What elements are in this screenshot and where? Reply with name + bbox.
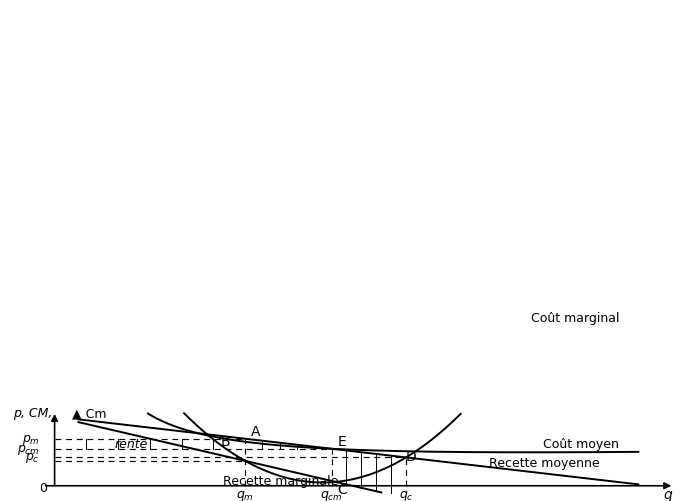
Text: Coût moyen: Coût moyen [543, 437, 619, 450]
Text: $q_m$: $q_m$ [236, 488, 254, 501]
Text: $p_c$: $p_c$ [25, 450, 40, 464]
Text: Coût marginal: Coût marginal [531, 312, 620, 325]
Text: Recette marginale: Recette marginale [223, 474, 339, 487]
Text: rente: rente [114, 437, 148, 450]
Text: 0: 0 [38, 481, 47, 494]
Text: $q_c$: $q_c$ [398, 488, 414, 501]
Text: $q_{cm}$: $q_{cm}$ [320, 488, 343, 501]
Text: $p_m$: $p_m$ [22, 432, 40, 446]
Text: ▲ Cm: ▲ Cm [72, 406, 107, 419]
Text: Recette moyenne: Recette moyenne [489, 456, 600, 469]
Text: E: E [337, 434, 346, 448]
Text: D: D [406, 449, 417, 463]
Text: q: q [664, 487, 673, 501]
Text: $p_{cm}$: $p_{cm}$ [17, 442, 40, 456]
Text: B: B [221, 434, 230, 448]
Text: C: C [337, 481, 348, 495]
Text: A: A [251, 424, 260, 438]
Text: p, CM,: p, CM, [13, 406, 52, 419]
